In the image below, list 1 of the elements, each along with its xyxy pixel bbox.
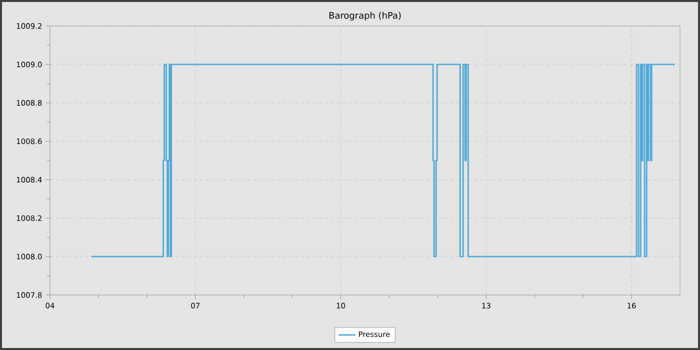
chart-title: Barograph (hPa)	[329, 12, 401, 20]
